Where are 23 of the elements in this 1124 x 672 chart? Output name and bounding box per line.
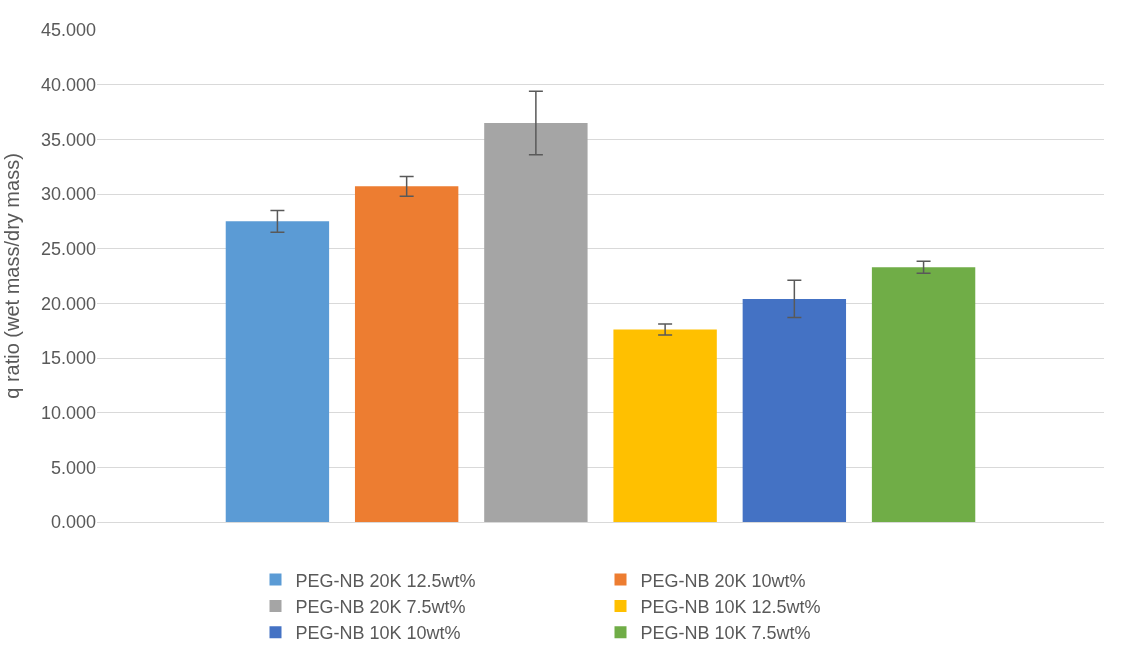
legend-label: PEG-NB 20K 7.5wt% bbox=[295, 596, 466, 617]
y-axis-title: q ratio (wet mass/dry mass) bbox=[1, 153, 24, 399]
legend-label: PEG-NB 20K 10wt% bbox=[640, 570, 806, 591]
y-tick-label: 30.000 bbox=[40, 184, 96, 205]
bar bbox=[613, 329, 717, 522]
legend-label: PEG-NB 10K 10wt% bbox=[295, 623, 461, 644]
y-tick-label: 45.000 bbox=[40, 20, 96, 41]
bar bbox=[225, 221, 330, 522]
y-tick-label: 15.000 bbox=[40, 348, 96, 369]
bar bbox=[484, 122, 588, 522]
y-tick-label: 0.000 bbox=[50, 512, 96, 533]
bar bbox=[742, 298, 847, 522]
y-tick-label: 5.000 bbox=[50, 457, 96, 478]
legend-label: PEG-NB 10K 12.5wt% bbox=[640, 596, 821, 617]
legend-label: PEG-NB 10K 7.5wt% bbox=[640, 623, 811, 644]
bar bbox=[871, 267, 976, 522]
y-tick-label: 35.000 bbox=[40, 129, 96, 150]
y-tick-label: 20.000 bbox=[40, 293, 96, 314]
y-tick-label: 10.000 bbox=[40, 402, 96, 423]
y-tick-label: 25.000 bbox=[40, 238, 96, 259]
bar bbox=[354, 186, 459, 522]
legend-label: PEG-NB 20K 12.5wt% bbox=[295, 570, 476, 591]
y-tick-label: 40.000 bbox=[40, 74, 96, 95]
